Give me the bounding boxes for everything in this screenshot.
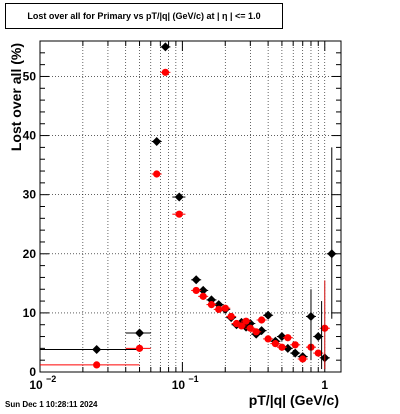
- data-point-red: [242, 317, 250, 325]
- y-tick-label: 30: [23, 188, 37, 202]
- y-tick-label: 0: [29, 365, 36, 379]
- plot-frame: [39, 40, 342, 373]
- data-point-red: [314, 349, 322, 357]
- data-point-black: [290, 348, 300, 358]
- y-axis-title: Lost over all (%): [8, 43, 24, 151]
- chart-title-box: Lost over all for Primary vs pT/|q| (GeV…: [5, 3, 283, 29]
- data-point-red: [192, 286, 200, 295]
- x-tick-exponent: −1: [188, 374, 198, 384]
- data-point-black: [160, 42, 170, 52]
- data-point-red: [271, 340, 279, 348]
- data-point-red: [227, 312, 235, 321]
- data-point-black: [135, 328, 145, 338]
- axis-ticks: [39, 40, 341, 373]
- data-point-red: [215, 305, 223, 313]
- data-point-red: [246, 324, 254, 332]
- x-tick-label: 1: [321, 378, 328, 392]
- timestamp: Sun Dec 1 10:28:11 2024: [5, 400, 98, 409]
- y-tick-label: 20: [23, 247, 37, 261]
- x-axis-title: pT/|q| (GeV/c): [249, 392, 339, 408]
- data-point-red: [221, 304, 229, 312]
- data-point-black: [198, 285, 208, 295]
- data-point-red: [207, 301, 216, 309]
- data-point-red: [252, 328, 260, 336]
- data-point-red: [153, 170, 161, 178]
- x-tick-exponent: −2: [46, 374, 56, 384]
- data-point-black: [313, 332, 323, 342]
- data-point-black: [277, 332, 287, 342]
- y-tick-label: 50: [23, 69, 37, 83]
- y-tick-label: 40: [23, 129, 37, 143]
- data-point-red: [264, 335, 272, 343]
- chart-title: Lost over all for Primary vs pT/|q| (GeV…: [27, 11, 261, 21]
- data-point-red: [175, 210, 183, 218]
- data-point-red: [291, 341, 299, 349]
- data-point-red: [278, 343, 286, 351]
- data-point-black: [152, 136, 162, 146]
- data-point-red: [161, 68, 170, 76]
- data-point-black: [174, 192, 184, 202]
- data-point-black: [283, 343, 293, 353]
- data-point-red: [199, 292, 207, 300]
- data-point-black: [92, 345, 102, 355]
- data-point-red: [237, 322, 246, 330]
- x-tick-label: 10: [172, 378, 186, 392]
- data-point-black: [263, 310, 273, 320]
- y-tick-label: 10: [23, 306, 37, 320]
- data-point-red: [299, 355, 307, 363]
- data-point-red: [93, 361, 101, 369]
- data-point-red: [284, 334, 292, 342]
- data-point-red: [135, 344, 144, 352]
- x-tick-label: 10: [29, 378, 43, 392]
- data-point-black: [191, 275, 201, 285]
- data-point-red: [257, 316, 266, 324]
- data-marks: [40, 42, 337, 370]
- grid: [39, 41, 341, 372]
